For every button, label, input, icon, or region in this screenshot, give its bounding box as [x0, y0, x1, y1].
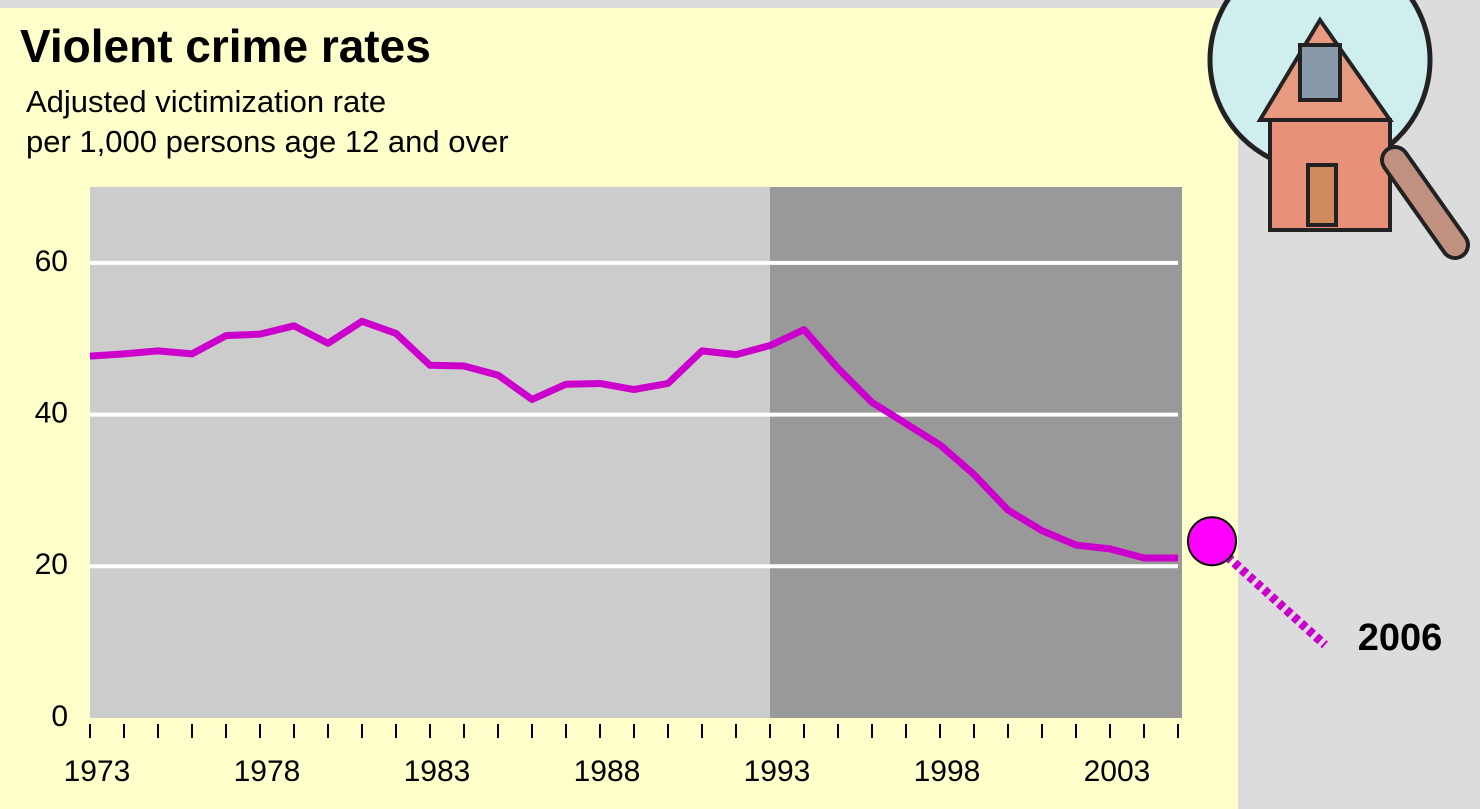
y-tick-label: 40 — [35, 396, 68, 429]
x-tick-label: 1983 — [404, 755, 471, 788]
annotation-leader — [1227, 556, 1325, 645]
magnifier-handle — [1395, 160, 1455, 245]
house-window — [1300, 45, 1340, 100]
plot-area: 0 20 40 60 1973 1978 1983 1988 1993 1998 2003 — [35, 187, 1182, 788]
y-tick-label: 0 — [51, 700, 68, 733]
x-tick-label: 1973 — [64, 755, 131, 788]
page: {"chart_data": { "type": "line", "title"… — [0, 0, 1480, 809]
chart-subtitle: Adjusted victimization rate — [26, 84, 386, 119]
chart-title: Violent crime rates — [20, 20, 431, 72]
clipart — [1210, 0, 1455, 245]
chart-subtitle: per 1,000 persons age 12 and over — [26, 124, 509, 159]
y-tick-label: 20 — [35, 548, 68, 581]
x-tick-label: 1993 — [744, 755, 811, 788]
chart: Violent crime rates Adjusted victimizati… — [0, 0, 1480, 809]
annotation-point — [1188, 517, 1236, 565]
shaded-period — [770, 187, 1182, 718]
x-tick-label: 2003 — [1084, 755, 1151, 788]
annotation-label: 2006 — [1358, 617, 1443, 659]
y-tick-label: 60 — [35, 245, 68, 278]
x-tick-label: 1978 — [234, 755, 301, 788]
x-tick-label: 1998 — [914, 755, 981, 788]
x-tick-label: 1988 — [574, 755, 641, 788]
house-door — [1308, 165, 1336, 225]
